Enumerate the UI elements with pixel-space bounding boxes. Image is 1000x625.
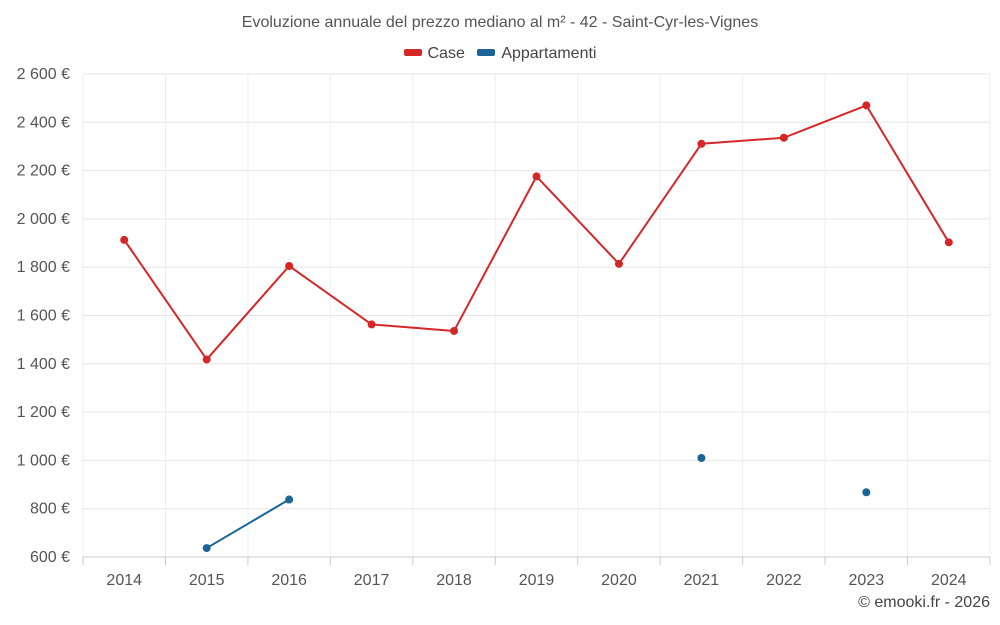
legend-label-appartamenti: Appartamenti: [501, 45, 597, 62]
line-segment-case: [535, 175, 620, 265]
x-tick-label: 2020: [601, 572, 637, 589]
data-point-appartamenti: [285, 495, 294, 504]
y-tick-label: 2 400 €: [17, 114, 70, 131]
y-tick-label: 600 €: [30, 549, 70, 566]
axes: [82, 556, 991, 565]
grid-lines: [82, 73, 991, 557]
line-segment-case: [370, 323, 456, 332]
line-segment-case: [617, 142, 703, 265]
x-axis-tick-labels: 2014 2015 2016 2017 2018 2019 2020 2021 2022 2023…: [106, 572, 966, 589]
x-tick-label: 2017: [354, 572, 390, 589]
y-tick-label: 2 200 €: [17, 163, 70, 180]
x-tick-label: 2018: [436, 572, 472, 589]
x-tick-label: 2019: [519, 572, 555, 589]
y-tick-label: 800 €: [30, 501, 70, 518]
y-tick-label: 1 200 €: [17, 404, 70, 421]
data-point-case: [367, 320, 376, 329]
data-point-case: [285, 261, 294, 270]
legend-label-case: Case: [427, 45, 465, 62]
x-tick-label: 2024: [931, 572, 967, 589]
y-tick-label: 2 000 €: [17, 211, 70, 228]
x-tick-label: 2022: [766, 572, 802, 589]
data-point-case: [697, 139, 706, 148]
line-segment-case: [865, 104, 950, 244]
data-point-appartamenti: [202, 544, 211, 553]
series-layer: [120, 101, 953, 553]
x-tick-label: 2015: [189, 572, 225, 589]
data-point-case: [944, 238, 953, 247]
chart-legend: Case Appartamenti: [0, 45, 1000, 63]
data-point-appartamenti: [697, 453, 706, 462]
data-point-case: [614, 259, 623, 268]
data-point-case: [779, 133, 788, 142]
legend-item-case[interactable]: Case: [403, 45, 465, 63]
y-tick-label: 2 600 €: [17, 66, 70, 83]
chart-title: Evoluzione annuale del prezzo mediano al…: [241, 14, 759, 31]
data-point-case: [202, 355, 211, 364]
y-tick-label: 1 600 €: [17, 308, 70, 325]
line-segment-case: [782, 104, 868, 139]
data-point-case: [862, 101, 871, 110]
x-tick-label: 2016: [271, 572, 307, 589]
line-segment-case: [205, 264, 291, 361]
copyright-footer: © emooki.fr - 2026: [858, 594, 990, 611]
y-tick-label: 1 800 €: [17, 259, 70, 276]
y-axis-tick-labels: 600 € 800 € 1 000 € 1 200 € 1 400 € 1 600 € 1 …: [17, 66, 70, 566]
y-tick-label: 1 000 €: [17, 452, 70, 469]
line-segment-case: [700, 136, 785, 145]
legend-swatch-appartamenti: [477, 49, 496, 57]
data-point-case: [450, 326, 459, 335]
x-tick-label: 2014: [106, 572, 142, 589]
legend-item-appartamenti[interactable]: Appartamenti: [477, 45, 596, 63]
data-point-case: [532, 172, 541, 181]
legend-swatch-case: [403, 49, 422, 57]
data-point-appartamenti: [862, 488, 871, 497]
x-tick-label: 2021: [684, 572, 720, 589]
x-tick-label: 2023: [849, 572, 885, 589]
line-segment-case: [288, 264, 373, 326]
data-point-case: [120, 235, 129, 244]
y-tick-label: 1 400 €: [17, 356, 70, 373]
line-segment-appartamenti: [205, 498, 291, 550]
line-segment-case: [453, 175, 538, 332]
line-segment-case: [123, 238, 208, 361]
